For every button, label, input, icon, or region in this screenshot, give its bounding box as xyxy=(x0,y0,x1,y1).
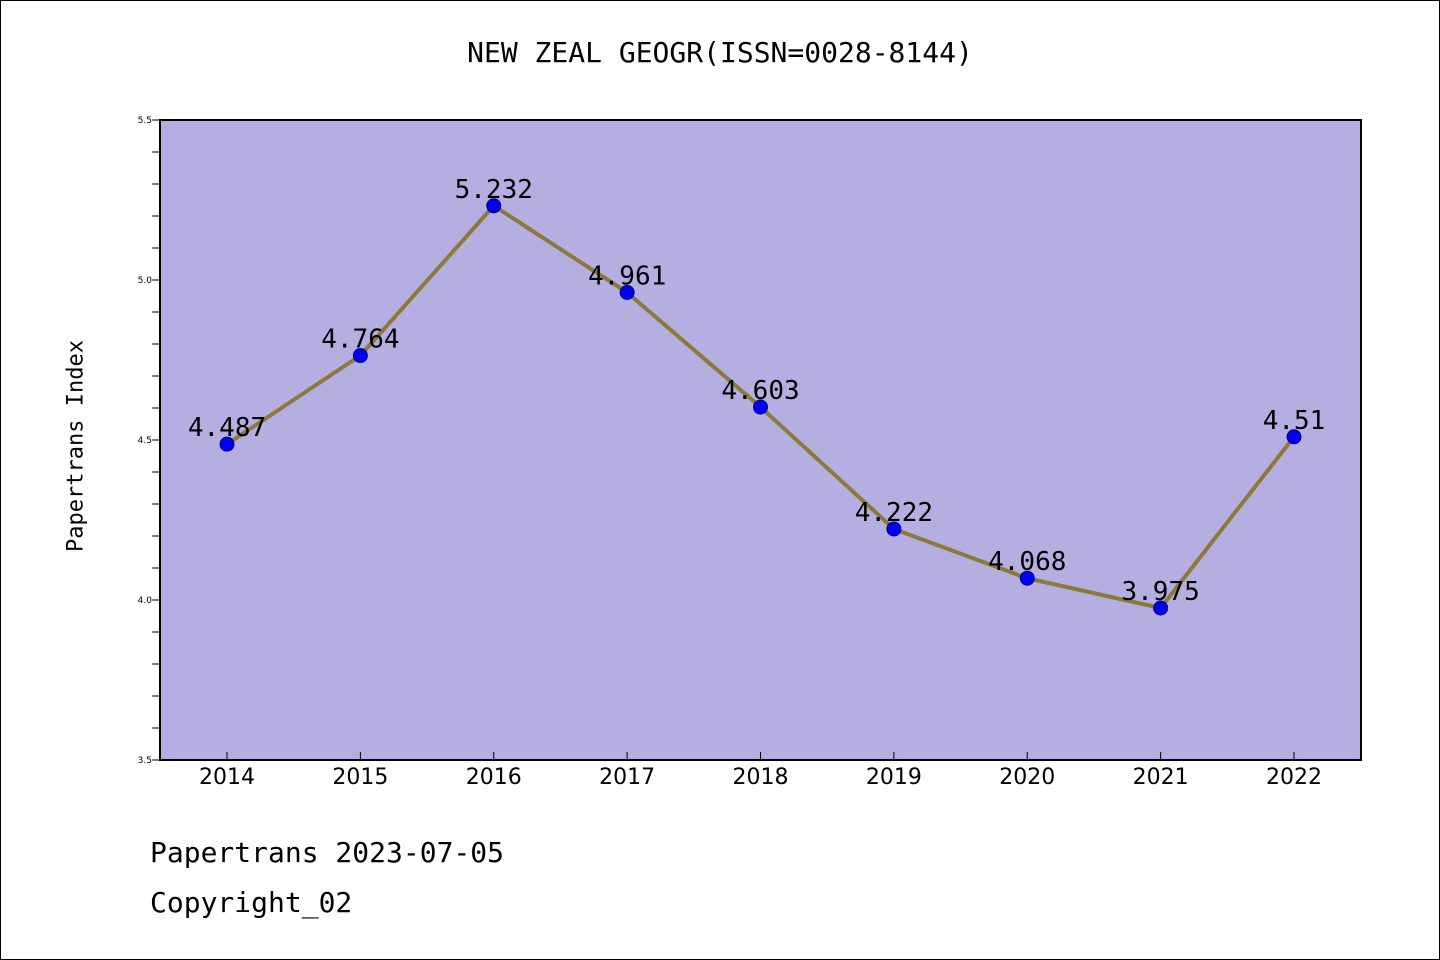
data-point xyxy=(1286,429,1302,445)
x-tick-label: 2021 xyxy=(1133,765,1189,790)
data-point xyxy=(486,198,502,214)
footer-date: Papertrans 2023-07-05 xyxy=(150,836,505,869)
x-tick-label: 2014 xyxy=(199,765,255,790)
plot-border xyxy=(159,119,1362,761)
x-tick-label: 2015 xyxy=(332,765,388,790)
data-label: 4.764 xyxy=(321,325,399,355)
x-tick-label: 2016 xyxy=(466,765,522,790)
data-label: 5.232 xyxy=(455,175,533,205)
x-tick-label: 2017 xyxy=(599,765,655,790)
y-axis: 3.5 4.0 4.5 5.0 5.5 xyxy=(138,116,160,766)
data-point xyxy=(219,436,235,452)
data-labels: 4.487 4.764 5.232 4.961 4.603 4.222 4.068 3.975… xyxy=(188,175,1325,607)
y-tick-label: 4.5 xyxy=(138,436,152,446)
data-label: 4.222 xyxy=(855,498,933,528)
data-point xyxy=(1153,600,1169,616)
data-label: 4.51 xyxy=(1263,406,1326,436)
x-tick-label: 2022 xyxy=(1266,765,1322,790)
x-axis: 2014 2015 2016 2017 2018 2019 2020 2021 2022 xyxy=(199,752,1322,790)
data-point xyxy=(886,521,902,537)
x-tick-label: 2020 xyxy=(999,765,1055,790)
y-tick-label: 5.5 xyxy=(138,116,152,126)
footer-copyright: Copyright_02 xyxy=(150,886,353,919)
data-label: 4.487 xyxy=(188,413,266,443)
x-tick-label: 2018 xyxy=(733,765,789,790)
data-label: 4.961 xyxy=(588,261,666,291)
data-label: 4.068 xyxy=(988,547,1066,577)
data-point xyxy=(1019,570,1035,586)
y-tick-label: 3.5 xyxy=(138,756,152,766)
data-point xyxy=(352,348,368,364)
data-label: 3.975 xyxy=(1121,577,1199,607)
data-markers xyxy=(219,198,1302,616)
plot-area xyxy=(160,120,1361,760)
data-label: 4.603 xyxy=(721,376,799,406)
y-tick-label: 5.0 xyxy=(138,276,153,286)
y-tick-label: 4.0 xyxy=(138,596,153,606)
data-point xyxy=(619,284,635,300)
data-point xyxy=(753,399,768,415)
chart-title: NEW ZEAL GEOGR(ISSN=0028-8144) xyxy=(467,36,973,69)
x-tick-label: 2019 xyxy=(866,765,922,790)
